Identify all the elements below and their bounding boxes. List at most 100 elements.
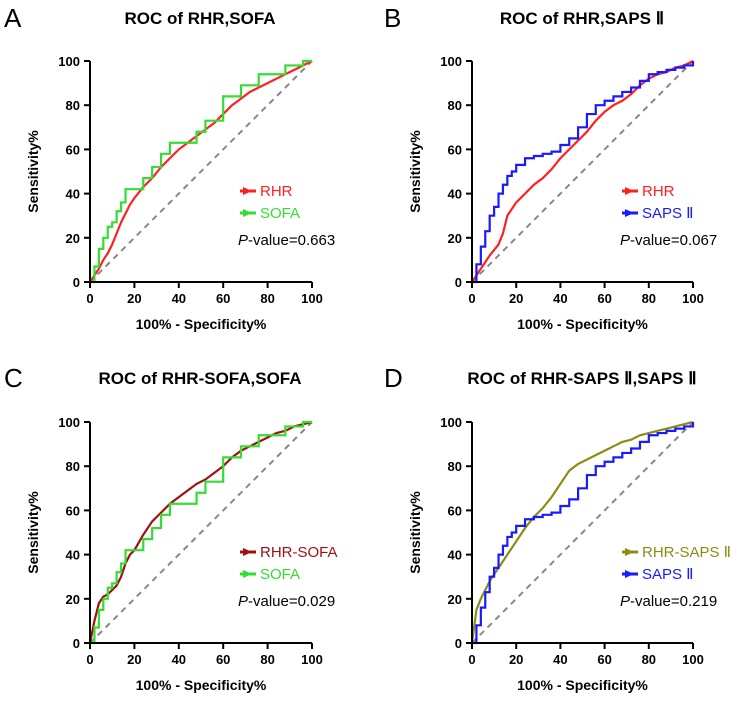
p-value-prefix: P	[238, 232, 248, 249]
y-tick-label: 80	[66, 459, 80, 474]
y-tick-label: 40	[66, 187, 80, 202]
y-tick-label: 80	[66, 98, 80, 113]
panel-letter: C	[4, 363, 23, 393]
roc-curve-saps	[472, 422, 695, 645]
x-tick-label: 100	[301, 291, 323, 306]
x-tick-label: 80	[260, 291, 274, 306]
y-tick-label: 60	[448, 142, 462, 157]
chart-title: ROC of RHR,SOFA	[124, 9, 275, 28]
x-tick-label: 20	[127, 291, 141, 306]
x-tick-label: 60	[216, 652, 230, 667]
x-tick-label: 60	[216, 291, 230, 306]
panel-letter: D	[384, 363, 403, 393]
p-value-value: -value=0.663	[248, 232, 335, 249]
chart-title: ROC of RHR-SAPS Ⅱ,SAPS Ⅱ	[467, 369, 696, 388]
y-tick-label: 100	[58, 415, 80, 430]
p-value-value: -value=0.067	[630, 232, 717, 249]
x-tick-label: 40	[172, 291, 186, 306]
legend-label: SAPS Ⅱ	[642, 205, 694, 222]
roc-curve-rhr	[89, 60, 313, 283]
p-value-prefix: P	[620, 232, 630, 249]
y-tick-label: 60	[448, 503, 462, 518]
x-axis-label: 100% - Specificity%	[517, 677, 648, 693]
legend-label: RHR-SAPS Ⅱ	[642, 544, 731, 561]
y-tick-label: 0	[73, 275, 80, 290]
y-tick-label: 20	[448, 592, 462, 607]
panel-letter: A	[4, 3, 22, 33]
x-tick-label: 80	[642, 652, 656, 667]
y-tick-label: 20	[66, 592, 80, 607]
x-axis-label: 100% - Specificity%	[517, 316, 648, 332]
y-axis-label: Sensitivity%	[407, 491, 423, 574]
p-value-value: -value=0.029	[248, 593, 335, 610]
roc-curve-sofa	[90, 59, 312, 284]
chart-title: ROC of RHR-SOFA,SOFA	[98, 369, 301, 388]
reference-diagonal-line	[89, 60, 313, 283]
x-tick-label: 80	[260, 652, 274, 667]
x-tick-label: 100	[682, 652, 704, 667]
p-value-prefix: P	[620, 593, 630, 610]
x-tick-label: 60	[597, 291, 611, 306]
x-tick-label: 40	[172, 652, 186, 667]
y-tick-label: 40	[448, 548, 462, 563]
roc-curve-rhr-sofa	[88, 420, 313, 644]
roc-curve-sofa	[90, 420, 312, 645]
y-axis-label: Sensitivity%	[25, 130, 41, 213]
x-tick-label: 0	[86, 652, 93, 667]
y-axis-label: Sensitivity%	[407, 130, 423, 213]
legend-marker-icon	[243, 570, 252, 578]
y-tick-label: 80	[448, 459, 462, 474]
x-tick-label: 60	[597, 652, 611, 667]
y-tick-label: 20	[448, 231, 462, 246]
legend-marker-icon	[243, 548, 252, 556]
legend-marker-icon	[243, 209, 252, 217]
y-tick-label: 0	[73, 636, 80, 651]
chart-panel-b: B ROC of RHR,SAPS Ⅱ 0 20 40 60 80 100 0 20 40 60 80 1…	[384, 3, 717, 332]
x-tick-label: 40	[553, 652, 567, 667]
p-value-value: -value=0.219	[630, 593, 717, 610]
x-tick-label: 80	[642, 291, 656, 306]
x-tick-label: 40	[553, 291, 567, 306]
roc-curve-saps	[472, 61, 695, 284]
chart-title: ROC of RHR,SAPS Ⅱ	[500, 9, 664, 28]
p-value-prefix: P	[238, 593, 248, 610]
chart-panel-a: A ROC of RHR,SOFA 0 20 40 60 80 100 0 20 40 60 80 100…	[4, 3, 335, 332]
x-axis-label: 100% - Specificity%	[136, 677, 267, 693]
y-tick-label: 0	[455, 636, 462, 651]
y-tick-label: 60	[66, 142, 80, 157]
legend-label: SOFA	[260, 566, 300, 583]
roc-curve-rhr	[471, 60, 694, 283]
reference-diagonal-line	[89, 421, 313, 644]
y-tick-label: 60	[66, 503, 80, 518]
y-tick-label: 100	[58, 54, 80, 69]
reference-diagonal-line	[471, 421, 694, 644]
y-tick-label: 100	[440, 54, 462, 69]
p-value-text: P-value=0.067	[620, 232, 717, 249]
y-tick-label: 80	[448, 98, 462, 113]
y-axis-label: Sensitivity%	[25, 491, 41, 574]
reference-diagonal-line	[471, 60, 694, 283]
x-tick-label: 20	[509, 652, 523, 667]
x-tick-label: 100	[682, 291, 704, 306]
panel-letter: B	[384, 3, 401, 33]
y-tick-label: 20	[66, 231, 80, 246]
p-value-text: P-value=0.219	[620, 593, 717, 610]
legend-label: RHR-SOFA	[260, 544, 338, 561]
legend-marker-icon	[625, 187, 634, 195]
y-tick-label: 100	[440, 415, 462, 430]
legend-marker-icon	[625, 570, 634, 578]
p-value-text: P-value=0.663	[238, 232, 335, 249]
y-tick-label: 0	[455, 275, 462, 290]
x-tick-label: 0	[468, 652, 475, 667]
x-tick-label: 20	[509, 291, 523, 306]
legend-marker-icon	[625, 548, 634, 556]
legend-marker-icon	[625, 209, 634, 217]
chart-panel-c: C ROC of RHR-SOFA,SOFA 0 20 40 60 80 100 0 20 40 60…	[4, 363, 338, 693]
x-tick-label: 20	[127, 652, 141, 667]
legend-label: SAPS Ⅱ	[642, 566, 694, 583]
y-tick-label: 40	[66, 548, 80, 563]
x-tick-label: 0	[86, 291, 93, 306]
legend-label: RHR	[642, 183, 675, 200]
x-axis-label: 100% - Specificity%	[136, 316, 267, 332]
